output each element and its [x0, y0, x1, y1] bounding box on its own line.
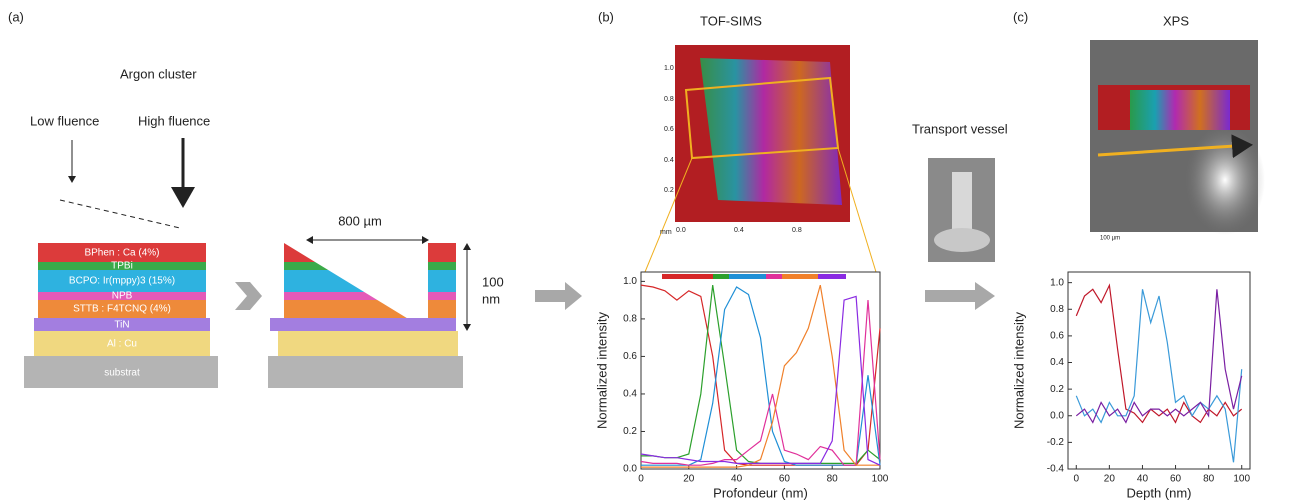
- x-tick-label: 60: [779, 474, 791, 485]
- x-tick-label: 0: [638, 474, 644, 485]
- stack: [24, 243, 218, 388]
- y-tick-label: 1.0: [623, 276, 637, 287]
- image-tick: 1.0: [664, 65, 674, 72]
- image-tick: 0.0: [676, 227, 686, 234]
- x-tick-label: 60: [1170, 474, 1182, 485]
- x-tick-label: 0: [1073, 474, 1079, 485]
- y-tick-label: 0.0: [1050, 410, 1064, 421]
- plot-frame: [640, 271, 881, 470]
- layer: [268, 356, 463, 388]
- dashed: [59, 199, 181, 229]
- zoom-line: [837, 147, 877, 273]
- panel-label: (a): [8, 9, 24, 24]
- x-tick-label: 20: [1104, 474, 1116, 485]
- x-tick-label: 100: [1233, 474, 1250, 485]
- arrow: [925, 282, 995, 310]
- label: High fluence: [138, 113, 210, 128]
- series-line: [640, 284, 881, 466]
- x-tick-label: 40: [1137, 474, 1149, 485]
- layer: [270, 318, 456, 331]
- y-tick-label: 0.0: [623, 464, 637, 475]
- zoom-line: [644, 157, 693, 273]
- image-tick: 0.4: [734, 227, 744, 234]
- y-tick-label: 1.0: [1050, 277, 1064, 288]
- series-line: [1075, 289, 1243, 463]
- photo: [952, 172, 972, 232]
- y-tick-label: 0.8: [623, 314, 637, 325]
- image-tick: 0.6: [664, 126, 674, 133]
- title: XPS: [1163, 13, 1189, 28]
- layer-bar: [662, 274, 846, 279]
- sims-image: [700, 58, 842, 205]
- x-tick-label: 20: [683, 474, 695, 485]
- image-tick: 0.2: [664, 187, 674, 194]
- y-axis-label: Normalized intensity: [1011, 311, 1026, 429]
- arrow: [535, 282, 582, 310]
- image-tick: mm: [660, 229, 672, 236]
- y-axis-label: Normalized intensity: [594, 311, 609, 429]
- label: Low fluence: [30, 113, 99, 128]
- series-line: [640, 300, 881, 466]
- layer-label: NPB: [112, 291, 133, 302]
- series-line: [1075, 289, 1243, 424]
- layer-label: TPBi: [111, 261, 133, 272]
- title: TOF-SIMS: [700, 13, 762, 28]
- layer: [278, 331, 458, 356]
- chevron: [235, 282, 262, 310]
- series-line: [1075, 283, 1243, 424]
- image-tick: 0.8: [664, 96, 674, 103]
- label: 100: [482, 274, 504, 289]
- scale: 100 µm: [1100, 236, 1120, 242]
- photo: [934, 228, 990, 252]
- series-line: [640, 295, 881, 466]
- x-tick-label: 80: [1203, 474, 1215, 485]
- x-tick-label: 40: [731, 474, 743, 485]
- x-axis-label: Profondeur (nm): [713, 485, 808, 500]
- x-tick-label: 100: [872, 474, 889, 485]
- y-tick-label: -0.4: [1047, 464, 1065, 475]
- y-tick-label: 0.4: [623, 389, 637, 400]
- y-tick-label: 0.6: [1050, 331, 1064, 342]
- series-line: [641, 284, 880, 468]
- series-line: [641, 285, 881, 464]
- layer-label: BPhen : Ca (4%): [84, 248, 159, 259]
- plot-frame: [1067, 271, 1251, 470]
- x-axis-label: Depth (nm): [1126, 485, 1191, 500]
- label: Transport vessel: [912, 121, 1008, 136]
- image-tick: 0.8: [792, 227, 802, 234]
- label: nm: [482, 291, 500, 306]
- xps-image: [1185, 125, 1265, 235]
- layer-label: BCPO: Ir(mppy)3 (15%): [69, 276, 175, 287]
- image-tick: 0.4: [664, 157, 674, 164]
- layer-label: substrat: [104, 368, 140, 379]
- panel-label: (b): [598, 9, 614, 24]
- y-tick-label: 0.2: [623, 426, 637, 437]
- series-line: [641, 286, 881, 466]
- scan-arrow: [1097, 134, 1253, 159]
- etched-stack: [284, 243, 456, 318]
- y-tick-label: 0.6: [623, 351, 637, 362]
- y-tick-label: 0.2: [1050, 384, 1064, 395]
- panel-label: (c): [1013, 9, 1028, 24]
- y-tick-label: 0.4: [1050, 357, 1064, 368]
- label: 800 µm: [338, 213, 382, 228]
- layer-label: Al : Cu: [107, 339, 137, 350]
- xps-image: [1130, 90, 1230, 130]
- title: Argon cluster: [120, 66, 197, 81]
- y-tick-label: -0.2: [1047, 437, 1065, 448]
- y-tick-label: 0.8: [1050, 304, 1064, 315]
- layer-label: TiN: [114, 320, 129, 331]
- x-tick-label: 80: [827, 474, 839, 485]
- layer-label: STTB : F4TCNQ (4%): [73, 304, 171, 315]
